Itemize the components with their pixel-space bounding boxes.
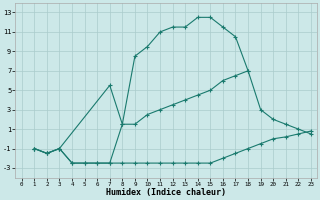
X-axis label: Humidex (Indice chaleur): Humidex (Indice chaleur) — [106, 188, 226, 197]
